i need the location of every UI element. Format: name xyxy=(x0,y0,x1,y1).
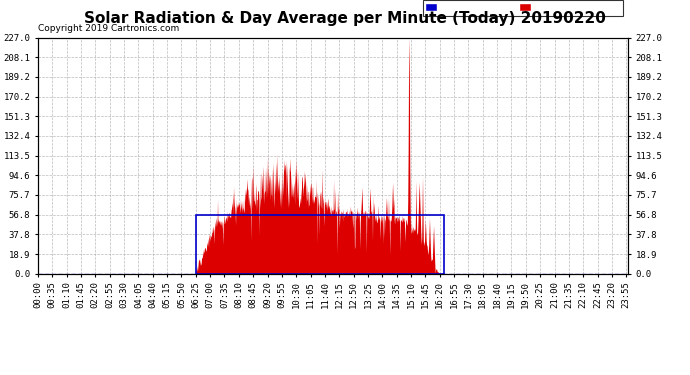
Text: Solar Radiation & Day Average per Minute (Today) 20190220: Solar Radiation & Day Average per Minute… xyxy=(84,11,606,26)
Bar xyxy=(196,214,444,274)
Text: Copyright 2019 Cartronics.com: Copyright 2019 Cartronics.com xyxy=(38,24,179,33)
Legend: Median (W/m2), Radiation (W/m2): Median (W/m2), Radiation (W/m2) xyxy=(422,0,623,16)
